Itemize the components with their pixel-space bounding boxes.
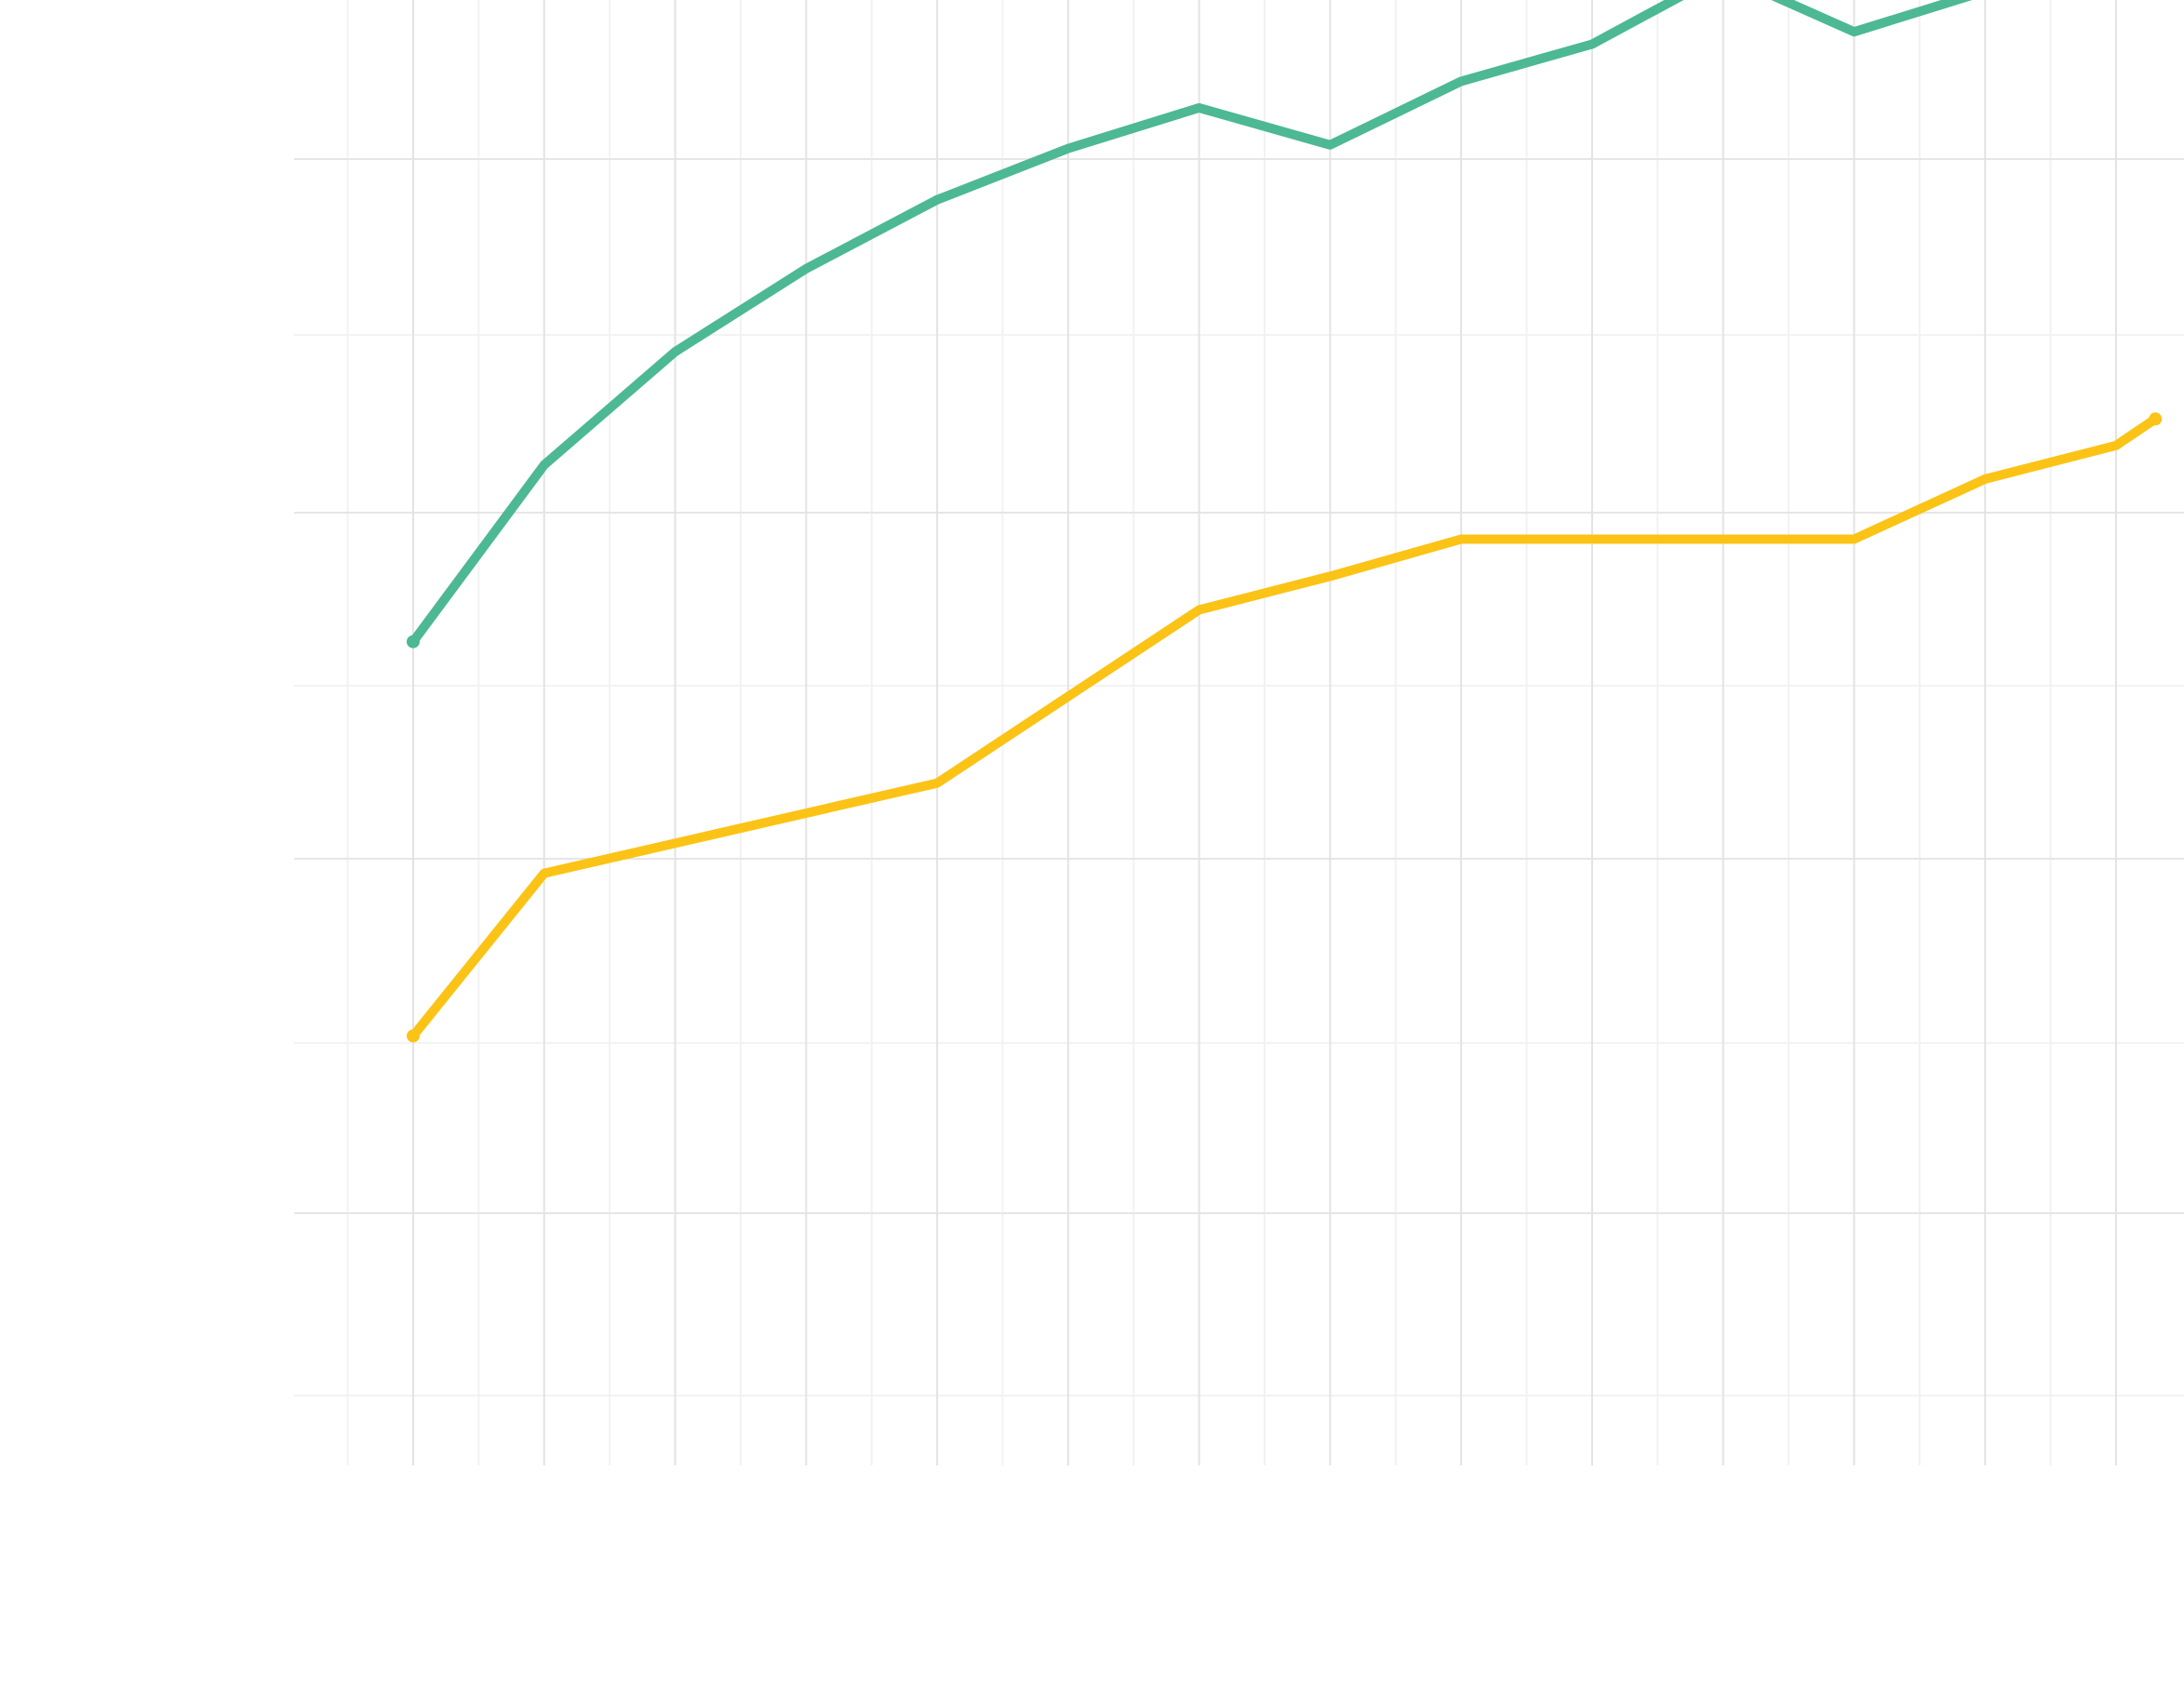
series-2-start-point <box>407 1029 420 1043</box>
series-1-start-point <box>407 635 420 648</box>
series-line-2 <box>409 414 2161 1041</box>
series-line-1 <box>409 0 1973 647</box>
series-2-end-point <box>2149 412 2163 426</box>
series-layer <box>407 0 2163 1043</box>
minor-gridlines <box>294 0 2184 1465</box>
